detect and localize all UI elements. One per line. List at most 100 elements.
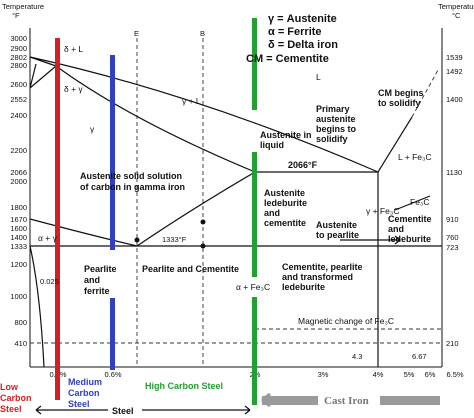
high-carbon-label: High Carbon Steel <box>145 381 223 391</box>
right-ticks: 1539 1492 1400 1130 910 760 723 210 <box>446 53 463 348</box>
cast-iron-label-bg <box>318 393 380 408</box>
liquidus <box>29 56 379 173</box>
region-label: Austenite solid solution <box>80 171 182 181</box>
tick-label: 1539 <box>446 53 463 62</box>
region-label: ledeburite <box>264 198 307 208</box>
high-carbon-bar <box>252 18 257 110</box>
region-label: Primary <box>316 104 350 114</box>
region-label: and transformed <box>282 272 353 282</box>
region-label: Austenite in <box>260 130 312 140</box>
tick-label: 1333 <box>10 242 27 251</box>
region-label: δ + L <box>64 44 83 54</box>
legend-entry: γ = Austenite <box>268 13 337 25</box>
region-label: Fe₃C <box>410 197 430 207</box>
tick-label: 760 <box>446 233 459 242</box>
tick-label: 6.5% <box>446 370 463 379</box>
tick-label: 1492 <box>446 67 463 76</box>
tick-label: 800 <box>14 318 27 327</box>
tick-label: 2600 <box>10 80 27 89</box>
steel-arrow <box>35 405 251 415</box>
steel-label-bg <box>108 403 142 417</box>
tick-label: 6% <box>425 370 436 379</box>
region-label: solidify <box>316 134 348 144</box>
point <box>200 243 206 249</box>
legend-entry: δ = Delta iron <box>268 39 338 51</box>
left-ticks: 3000 2900 2802 2800 2600 2552 2400 2200 … <box>10 34 27 348</box>
low-carbon-label: Carbon <box>0 393 32 403</box>
tick-label: 2066 <box>10 168 27 177</box>
tick-label: 4% <box>373 370 384 379</box>
tick-label: 2000 <box>10 177 27 186</box>
region-label: and <box>388 224 404 234</box>
high-carbon-bar <box>252 297 257 405</box>
left-axis-unit: °F <box>12 11 20 20</box>
point <box>200 219 206 225</box>
tick-label: 2200 <box>10 146 27 155</box>
right-axis-title: Temperature <box>438 2 474 11</box>
region-label: 0.025 <box>40 277 59 286</box>
tick-label: 1400 <box>446 95 463 104</box>
legend-entry: α = Ferrite <box>268 26 322 38</box>
region-label: Cementite <box>388 214 432 224</box>
right-axis-unit: °C <box>452 11 461 20</box>
region-label: cementite <box>264 218 306 228</box>
tick-label: 1200 <box>10 260 27 269</box>
region-label: of carbon in gamma iron <box>80 182 185 192</box>
tick-label: 5% <box>404 370 415 379</box>
region-label: Magnetic change of Fe₃C <box>298 316 394 326</box>
steel-label: Steel <box>112 406 134 416</box>
tick-label: 3000 <box>10 34 27 43</box>
cm-liquidus-dashed <box>411 69 439 118</box>
region-label: austenite <box>316 114 356 124</box>
region-label: Pearlite and Cementite <box>142 264 239 274</box>
delta-region <box>29 56 57 89</box>
low-carbon-label: Steel <box>0 404 22 414</box>
tick-label: 1130 <box>446 168 462 177</box>
low-carbon-label: Low <box>0 382 19 392</box>
medium-carbon-label: Carbon <box>68 388 100 398</box>
medium-carbon-label: Medium <box>68 377 102 387</box>
region-label: begins to <box>316 124 357 134</box>
tick-label: 1800 <box>10 203 27 212</box>
acm-line <box>136 171 256 247</box>
medium-carbon-label: Steel <box>68 399 90 409</box>
tick-label: 2800 <box>10 61 27 70</box>
tick-label: 2552 <box>10 95 27 104</box>
tick-label: 410 <box>14 339 27 348</box>
region-label: L <box>316 72 321 82</box>
tick-label: 1600 <box>10 224 27 233</box>
marker-label: E <box>134 29 139 38</box>
marker-label: B <box>200 29 205 38</box>
tick-label: 2400 <box>10 111 27 120</box>
low-carbon-bar <box>55 38 60 400</box>
region-label: γ + L <box>182 96 201 106</box>
region-label: to pearlite <box>316 230 359 240</box>
eutectoid-point <box>134 237 140 243</box>
tick-label: 1400 <box>10 233 27 242</box>
region-label: ledeburite <box>282 282 325 292</box>
region-label: γ <box>90 124 95 134</box>
region-label: α + Fe₃C <box>236 282 270 292</box>
region-label: 4.3 <box>352 352 362 361</box>
fe3c-pointer <box>394 195 431 211</box>
region-label: 2066°F <box>288 160 318 170</box>
region-label: L + Fe₃C <box>398 152 432 162</box>
high-carbon-bar <box>252 152 257 277</box>
tick-label: 210 <box>446 339 459 348</box>
cast-iron-arrowhead <box>261 392 271 408</box>
region-label: Austenite <box>316 220 357 230</box>
left-axis-title: Temperature <box>2 2 44 11</box>
primary-austenite: Primary austenite begins to solidify <box>316 104 357 144</box>
tick-label: 723 <box>446 243 459 252</box>
region-label: liquid <box>260 140 284 150</box>
cm-liquidus <box>377 116 413 173</box>
region-label: CM begins <box>378 88 424 98</box>
medium-carbon-bar <box>110 55 115 250</box>
region-label: 1333°F <box>162 235 187 244</box>
a3-line <box>29 218 138 247</box>
region-label: γ + Fe₃C <box>366 206 399 216</box>
tick-label: 2802 <box>10 53 27 62</box>
region-label: Cementite, pearlite <box>282 262 363 272</box>
region-label: 6.67 <box>412 352 427 361</box>
